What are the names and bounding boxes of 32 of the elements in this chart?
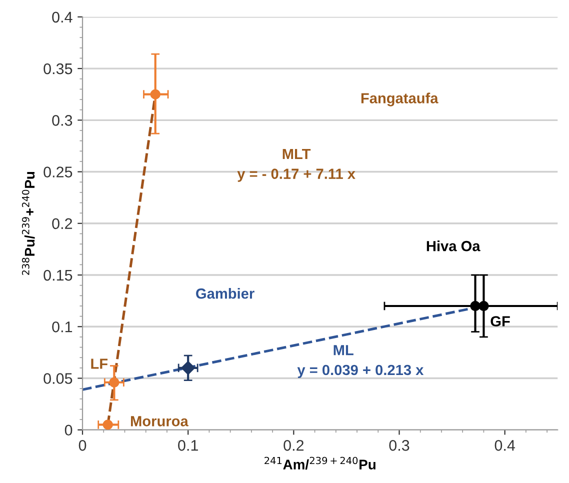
y-tick-label: 0.05 [44,373,72,384]
x-tick-label: 0.2 [284,440,304,451]
point [181,361,195,375]
point [478,300,489,312]
y-tick-label: 0.2 [52,218,72,230]
point [470,300,480,312]
annotation: Moruroa [130,416,188,426]
point [150,89,160,100]
x-tick-label: 0.4 [494,440,515,451]
annotation: Hiva Oa [426,240,480,252]
y-tick-label: 0 [64,424,72,436]
annotation: y = - 0.17 + 7.11 x [237,168,356,182]
x-tick-label: 0.3 [389,440,410,451]
annotation: y = 0.039 + 0.213 x [297,364,424,378]
annotation: Fangataufa [361,92,438,106]
annotation: MLT [282,148,311,160]
annotation: Gambier [196,288,254,299]
annotation: GF [490,316,510,326]
x-tick-label: 0.1 [178,440,198,451]
y-tick-label: 0.25 [44,166,72,178]
x-axis-title: $^{241}$Am/$^{239+240}$Pu [264,456,376,470]
x-tick-label: 0 [78,440,86,451]
point [102,420,113,430]
annotation: ML [334,345,354,356]
y-tick-label: 0.35 [44,63,72,74]
annotation: LF [91,358,108,369]
y-tick-label: 0.15 [44,270,72,281]
y-tick-label: 0.3 [52,115,72,126]
y-axis-title: $^{238}$Pu/$^{239}$+$^{240}$Pu [22,172,35,275]
point [109,377,120,388]
y-tick-label: 0.1 [52,321,72,332]
y-tick-label: 0.4 [52,12,72,23]
